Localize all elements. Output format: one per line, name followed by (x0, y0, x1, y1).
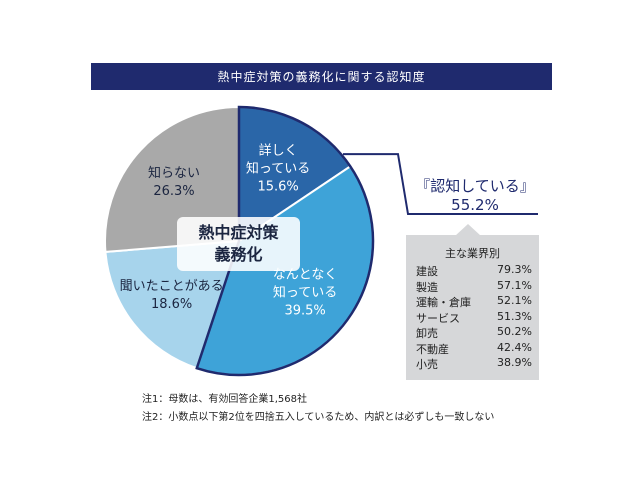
highlight-callout-line (343, 153, 538, 215)
center-label-line-2: 義務化 (214, 245, 263, 264)
industry-breakdown-box: 主な業界別 建設 79.3% 製造 57.1% 運輸・倉庫 52.1% サービス 51.3% 卸… (406, 235, 539, 380)
slice-label-3-line-0: 知らない (148, 165, 200, 181)
pie-center-label: 熱中症対策 義務化 (177, 217, 300, 271)
highlight-group-outline (195, 105, 375, 377)
industry-value: 51.3% (497, 309, 532, 323)
industry-name: 製造 (416, 280, 438, 294)
industry-row: 運輸・倉庫 52.1% (416, 294, 536, 309)
industry-value: 57.1% (497, 278, 532, 292)
industry-breakdown-title: 主な業界別 (445, 247, 500, 260)
industry-name: 小売 (416, 358, 438, 371)
industry-value: 50.2% (497, 325, 532, 338)
industry-row: 卸売 50.2% (416, 325, 536, 340)
highlight-value: 55.2% (451, 196, 499, 214)
industry-name: 卸売 (416, 327, 438, 340)
slice-label-1-line-0: なんとなく (273, 267, 338, 282)
note-2: 注2：小数点以下第2位を四捨五入しているため、内訳とは必ずしも一致しない (142, 412, 495, 423)
industry-name: 建設 (416, 265, 438, 278)
slice-label-0-line-0: 詳しく (259, 143, 298, 159)
pie-slice-3 (104, 105, 240, 254)
note-1: 注1：母数は、有効回答企業1,568社 (142, 394, 307, 405)
industry-name: 不動産 (416, 342, 449, 356)
highlight-label: 『認知している』 (415, 177, 535, 195)
industry-row: 製造 57.1% (416, 279, 536, 294)
industry-value: 79.3% (497, 263, 532, 276)
industry-row: 小売 38.9% (416, 356, 536, 371)
slice-label-2-line-0: 聞いたことがある (120, 279, 224, 294)
industry-row: 建設 79.3% (416, 263, 536, 278)
center-label-line-1: 熱中症対策 (198, 223, 279, 242)
industry-row: サービス 51.3% (416, 310, 536, 325)
slice-value-0: 15.6% (257, 180, 298, 195)
slice-label-1-line-1: 知っている (273, 284, 337, 300)
slice-value-3: 26.3% (153, 184, 194, 199)
slice-value-1: 39.5% (284, 303, 325, 318)
industry-value: 52.1% (497, 294, 532, 307)
chart-title: 熱中症対策の義務化に関する認知度 (91, 63, 552, 90)
industry-box-pointer (455, 224, 481, 236)
industry-value: 38.9% (497, 356, 532, 369)
slice-value-2: 18.6% (151, 297, 192, 312)
industry-value: 42.4% (497, 340, 532, 354)
industry-name: サービス (416, 311, 460, 325)
slice-label-0-line-1: 知っている (246, 161, 310, 177)
industry-row: 不動産 42.4% (416, 341, 536, 356)
industry-name: 運輸・倉庫 (416, 296, 471, 309)
pie-slice-2 (104, 239, 241, 370)
